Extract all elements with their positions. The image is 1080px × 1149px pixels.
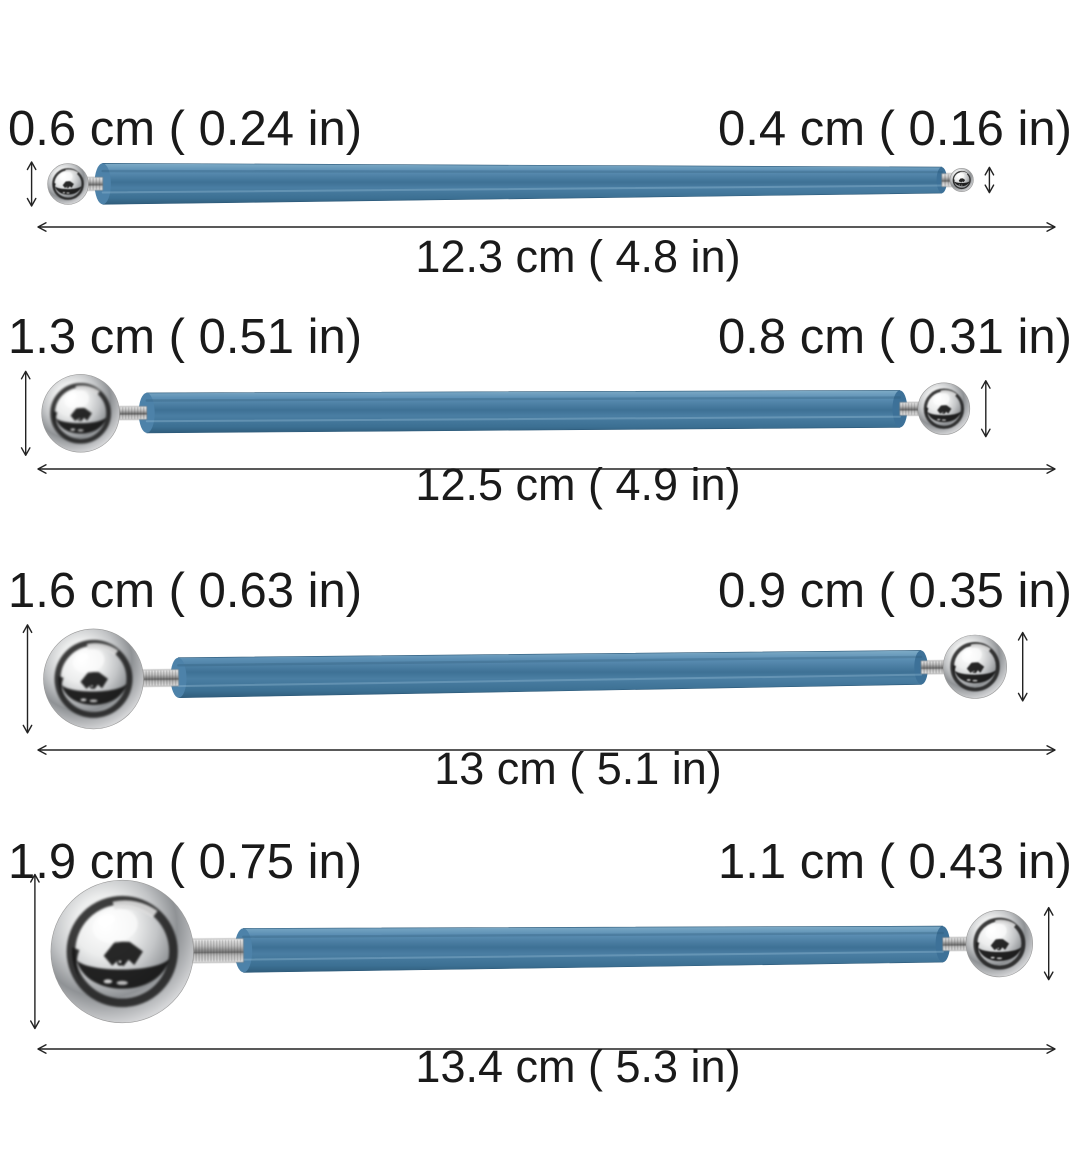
svg-text:1.3 cm ( 0.51 in): 1.3 cm ( 0.51 in) bbox=[8, 310, 362, 364]
svg-text:13 cm ( 5.1 in): 13 cm ( 5.1 in) bbox=[434, 743, 722, 794]
svg-text:0.6 cm ( 0.24 in): 0.6 cm ( 0.24 in) bbox=[8, 102, 362, 156]
svg-text:0.9 cm ( 0.35 in): 0.9 cm ( 0.35 in) bbox=[718, 564, 1072, 618]
svg-text:12.5 cm ( 4.9 in): 12.5 cm ( 4.9 in) bbox=[415, 459, 740, 510]
svg-text:1.1 cm ( 0.43 in): 1.1 cm ( 0.43 in) bbox=[718, 835, 1072, 889]
svg-text:13.4 cm ( 5.3 in): 13.4 cm ( 5.3 in) bbox=[415, 1041, 740, 1092]
svg-text:0.8 cm ( 0.31 in): 0.8 cm ( 0.31 in) bbox=[718, 310, 1072, 364]
svg-text:12.3 cm ( 4.8 in): 12.3 cm ( 4.8 in) bbox=[415, 231, 740, 282]
svg-text:1.6 cm ( 0.63 in): 1.6 cm ( 0.63 in) bbox=[8, 564, 362, 618]
svg-text:1.9 cm ( 0.75 in): 1.9 cm ( 0.75 in) bbox=[8, 835, 362, 889]
svg-text:0.4 cm ( 0.16 in): 0.4 cm ( 0.16 in) bbox=[718, 102, 1072, 156]
